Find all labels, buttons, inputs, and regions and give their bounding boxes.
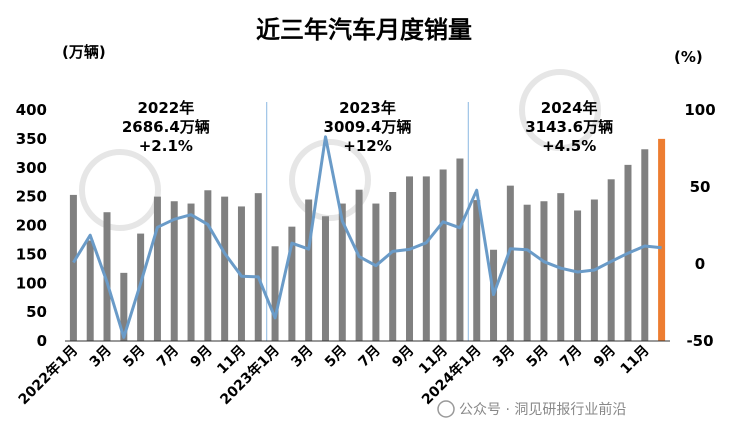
sales-bar xyxy=(271,246,279,341)
right-tick-label: 100 xyxy=(684,101,715,119)
left-tick-label: 350 xyxy=(16,130,47,148)
watermark-logo xyxy=(79,69,601,231)
x-tick-label: 9月 xyxy=(188,343,216,371)
x-tick-label: 3月 xyxy=(490,343,518,371)
left-tick-label: 100 xyxy=(16,274,47,292)
x-tick-label: 7月 xyxy=(356,343,384,371)
watermark-shape xyxy=(519,69,601,151)
x-tick-label: 9月 xyxy=(591,343,619,371)
annotation-total: 3143.6万辆 xyxy=(525,118,613,136)
annotation-year: 2023年 xyxy=(339,99,396,117)
sales-bar xyxy=(305,199,313,341)
annotation-total: 3009.4万辆 xyxy=(324,118,412,136)
sales-bar xyxy=(439,169,447,341)
sales-bar xyxy=(658,138,666,341)
annotation-growth: +12% xyxy=(343,137,391,155)
left-tick-label: 400 xyxy=(16,101,47,119)
sales-bar xyxy=(153,196,161,341)
sales-bar xyxy=(422,176,430,341)
sales-bar xyxy=(456,158,464,341)
x-tick-label: 3月 xyxy=(288,343,316,371)
annotation-year: 2022年 xyxy=(137,99,194,117)
left-tick-label: 50 xyxy=(26,303,47,321)
sales-bar xyxy=(86,240,94,341)
sales-bar xyxy=(321,216,329,341)
left-axis-unit: (万辆) xyxy=(62,43,106,61)
right-tick-label: 50 xyxy=(690,178,711,196)
right-tick-label: 0 xyxy=(695,255,705,273)
sales-bar xyxy=(338,203,346,341)
right-tick-label: -50 xyxy=(686,332,713,350)
sales-bar xyxy=(389,192,397,341)
watermark-text: 公众号 · 洞见研报行业前沿 xyxy=(459,401,626,418)
wechat-icon xyxy=(437,400,455,418)
sales-bar xyxy=(103,212,111,341)
right-axis-unit: (%) xyxy=(674,48,703,66)
watermark-shape xyxy=(289,139,371,221)
sales-bar xyxy=(540,201,548,341)
chart-title: 近三年汽车月度销量 xyxy=(256,16,472,44)
x-tick-label: 5月 xyxy=(322,343,350,371)
sales-bar xyxy=(523,204,531,341)
sales-bar xyxy=(574,210,582,341)
watermark: 公众号 · 洞见研报行业前沿 xyxy=(437,400,626,418)
left-tick-label: 300 xyxy=(16,159,47,177)
sales-bar xyxy=(355,189,363,341)
annotation-growth: +2.1% xyxy=(139,137,193,155)
x-tick-label: 5月 xyxy=(120,343,148,371)
sales-bar xyxy=(170,201,178,341)
sales-bar xyxy=(204,190,212,341)
annotation-year: 2024年 xyxy=(541,99,598,117)
watermark-shape xyxy=(79,149,161,231)
sales-bar xyxy=(221,196,229,341)
x-tick-label: 7月 xyxy=(154,343,182,371)
sales-bar xyxy=(288,226,296,341)
annotation-total: 2686.4万辆 xyxy=(122,118,210,136)
x-tick-label: 2022年1月 xyxy=(15,342,81,408)
x-tick-label: 7月 xyxy=(557,343,585,371)
sales-bar xyxy=(187,203,195,341)
x-tick-label: 9月 xyxy=(389,343,417,371)
left-tick-label: 0 xyxy=(37,332,47,350)
sales-bar xyxy=(473,200,481,341)
x-tick-label: 3月 xyxy=(87,343,115,371)
sales-bar xyxy=(406,176,414,341)
sales-bar xyxy=(69,194,77,341)
sales-bar xyxy=(120,272,128,341)
annotation-growth: +4.5% xyxy=(542,137,596,155)
x-tick-label: 11月 xyxy=(618,343,653,378)
left-tick-label: 250 xyxy=(16,188,47,206)
x-tick-label: 5月 xyxy=(524,343,552,371)
sales-bar xyxy=(506,185,514,341)
sales-bar xyxy=(372,203,380,341)
left-tick-label: 200 xyxy=(16,217,47,235)
growth-line xyxy=(72,135,662,339)
sales-bar xyxy=(254,193,262,341)
left-tick-label: 150 xyxy=(16,245,47,263)
